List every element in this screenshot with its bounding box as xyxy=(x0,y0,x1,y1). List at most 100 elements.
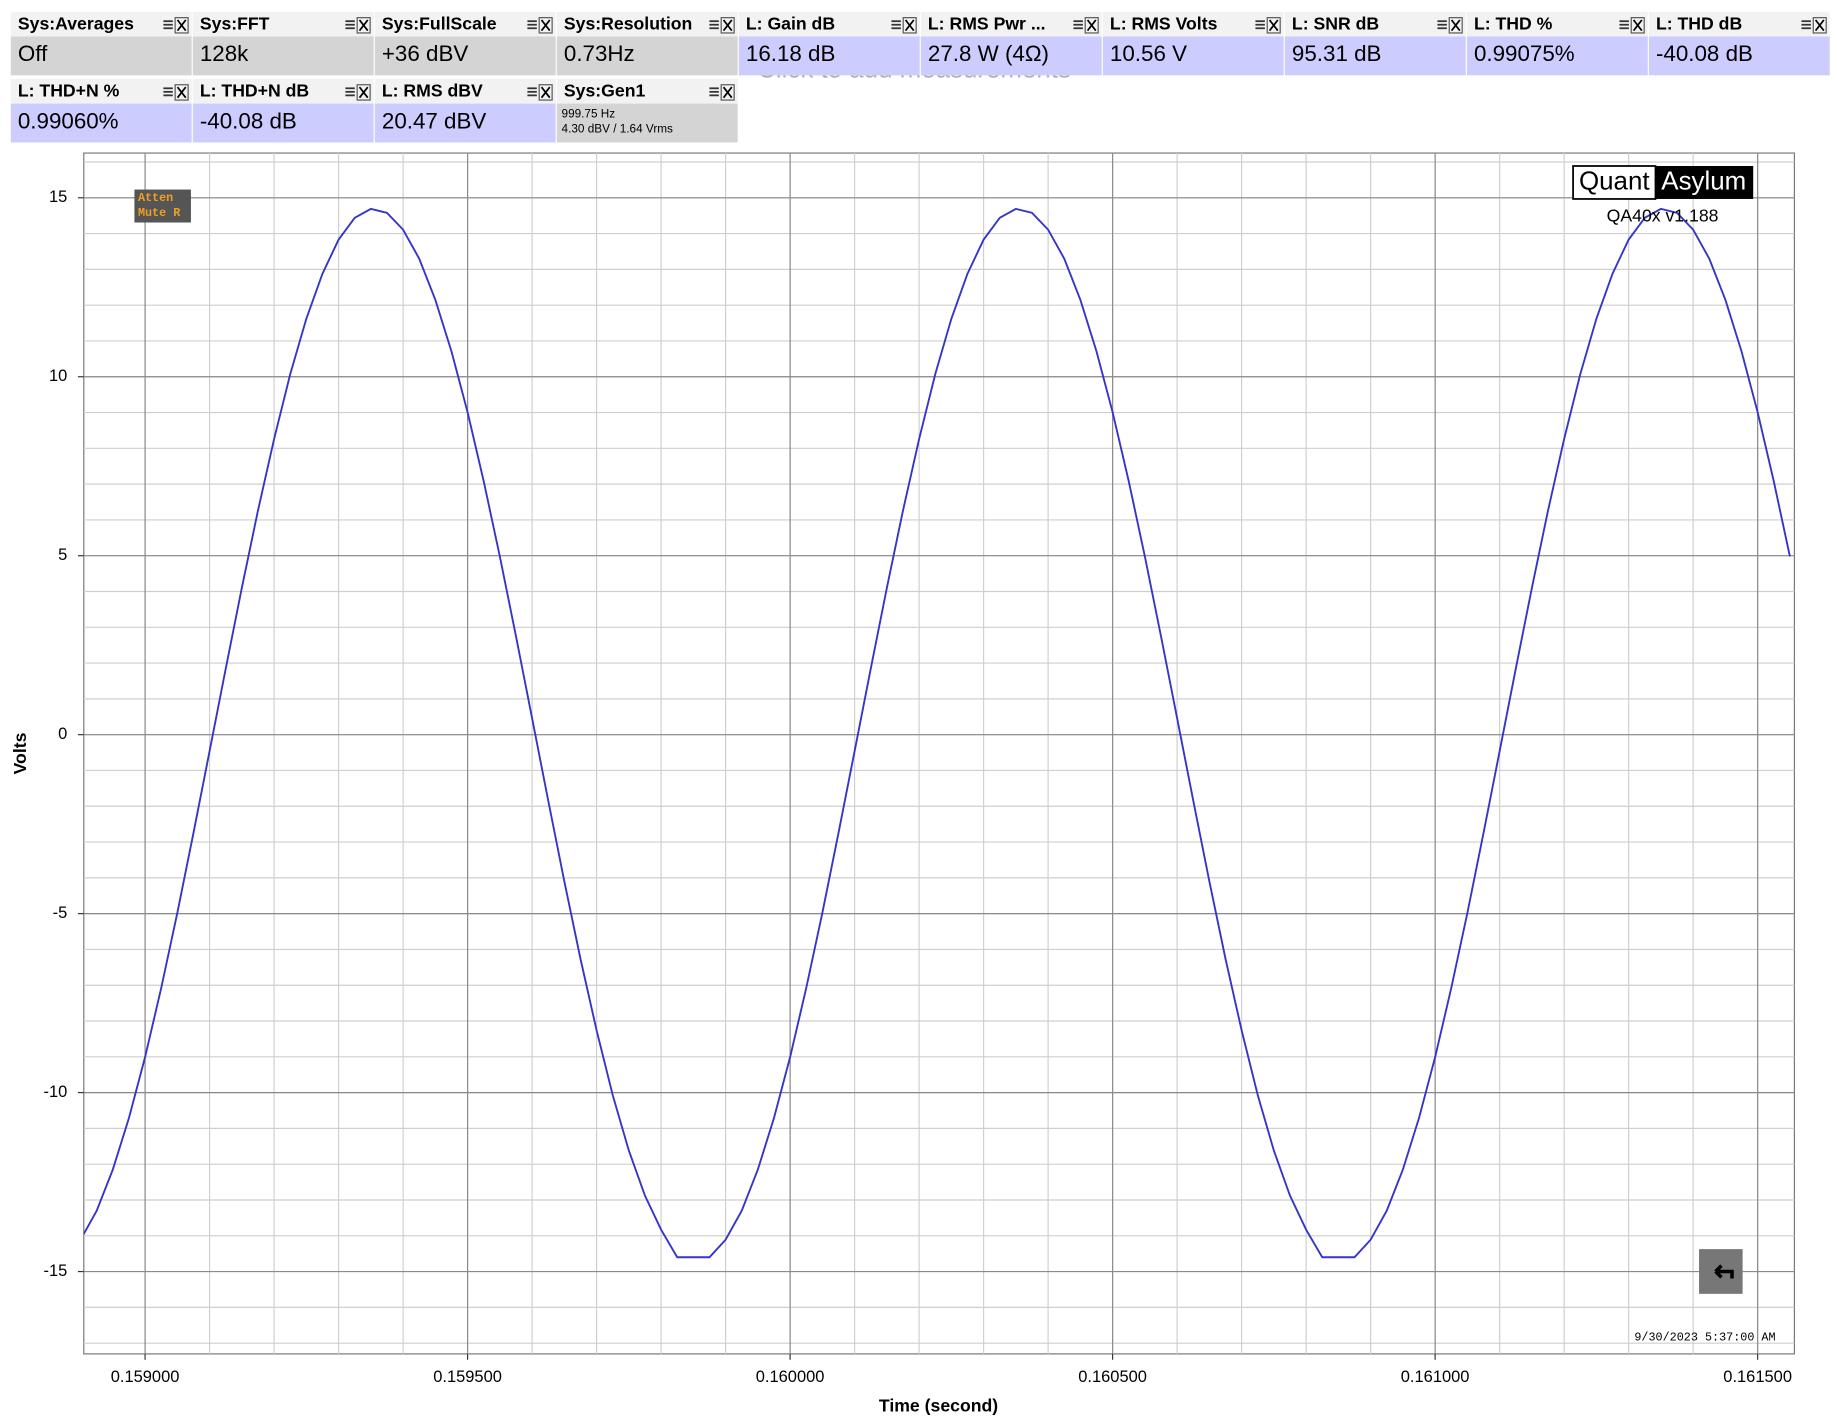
x-tick-label: 0.161000 xyxy=(1401,1368,1470,1386)
tile-header xyxy=(1102,11,1284,37)
measurement-tiles: Sys:Averages Off Sys:FFT 128k Sys:FullScale +… xyxy=(10,11,1830,143)
x-tick-label: 0.160000 xyxy=(756,1368,825,1386)
tile-value: 27.8 W (4Ω) xyxy=(928,41,1049,66)
y-tick-label: 10 xyxy=(49,367,67,385)
tile-header xyxy=(192,78,374,104)
tile-header xyxy=(556,11,738,37)
measurement-tile[interactable]: L: THD dB -40.08 dB xyxy=(1648,11,1830,76)
x-tick-label: 0.159000 xyxy=(111,1368,180,1386)
measurement-tile[interactable]: L: Gain dB 16.18 dB xyxy=(738,11,920,76)
measurement-tile[interactable]: Sys:Gen1 999.75 Hz 4.30 dBV / 1.64 Vrms xyxy=(556,78,738,143)
tile-value-bg xyxy=(10,103,192,143)
timestamp: 9/30/2023 5:37:00 AM xyxy=(1634,1331,1775,1345)
tile-value: -40.08 dB xyxy=(1656,41,1753,66)
close-x xyxy=(722,19,733,32)
measurement-tile[interactable]: L: SNR dB 95.31 dB xyxy=(1284,11,1466,76)
x-tick-label: 0.160500 xyxy=(1078,1368,1147,1386)
tile-header xyxy=(1648,11,1830,37)
close-icon xyxy=(720,17,735,34)
brand-right-box xyxy=(1655,165,1754,199)
measurement-tile[interactable]: L: RMS Volts 10.56 V xyxy=(1102,11,1284,76)
tile-value: 10.56 V xyxy=(1110,41,1187,66)
close-x xyxy=(1450,19,1461,32)
tile-value-bg xyxy=(1284,36,1466,76)
close-x xyxy=(540,86,551,99)
measurement-tile[interactable]: L: RMS Pwr ... 27.8 W (4Ω) xyxy=(920,11,1102,76)
tile-title: Sys:FFT xyxy=(200,13,270,33)
y-tick-label: 5 xyxy=(58,546,67,564)
tile-value-bg xyxy=(10,36,192,76)
tile-value-bg xyxy=(1466,36,1648,76)
close-icon xyxy=(1630,17,1645,34)
tile-title: L: THD+N dB xyxy=(200,80,309,100)
close-icon xyxy=(356,84,371,101)
tile-value-bg xyxy=(1102,36,1284,76)
close-x xyxy=(1086,19,1097,32)
tile-value: 95.31 dB xyxy=(1292,41,1382,66)
tile-title: L: THD dB xyxy=(1656,13,1742,33)
plot-area xyxy=(83,152,1795,1355)
tile-value-bg xyxy=(374,36,556,76)
version: QA40x v1.188 xyxy=(1607,205,1719,225)
x-tick-label: 0.159500 xyxy=(433,1368,502,1386)
measurement-tile[interactable]: Sys:Resolution 0.73Hz xyxy=(556,11,738,76)
tile-value: +36 dBV xyxy=(382,41,468,66)
tile-title: Sys:Averages xyxy=(18,13,134,33)
measurement-tile[interactable]: L: THD % 0.99075% xyxy=(1466,11,1648,76)
measurement-tile[interactable]: Sys:FullScale +36 dBV xyxy=(374,11,556,76)
y-axis-label: Volts xyxy=(10,732,30,774)
measurement-tile[interactable]: L: RMS dBV 20.47 dBV xyxy=(374,78,556,143)
close-x xyxy=(1632,19,1643,32)
close-x xyxy=(904,19,915,32)
measurement-tile[interactable]: L: THD+N dB -40.08 dB xyxy=(192,78,374,143)
tile-header xyxy=(374,11,556,37)
close-icon xyxy=(1448,17,1463,34)
x-tick-label: 0.161500 xyxy=(1723,1368,1792,1386)
tile-value: 16.18 dB xyxy=(746,41,836,66)
tile-title: L: Gain dB xyxy=(746,13,835,33)
signal-trace xyxy=(83,207,1791,1259)
tile-value: 0.73Hz xyxy=(564,41,635,66)
y-tick-label: -10 xyxy=(44,1083,68,1101)
badge-mute: Mute R xyxy=(138,206,181,220)
measurement-tile[interactable]: Sys:Averages Off xyxy=(10,11,192,76)
tile-value-bg xyxy=(556,36,738,76)
tile-title: L: SNR dB xyxy=(1292,13,1379,33)
measurement-tile[interactable]: L: THD+N % 0.99060% xyxy=(10,78,192,143)
back-button[interactable] xyxy=(1699,1249,1743,1294)
back-arrow[interactable] xyxy=(1714,1264,1734,1279)
y-tick-label: 15 xyxy=(49,188,67,206)
tile-title: Sys:FullScale xyxy=(382,13,497,33)
plot-lines xyxy=(83,207,1791,1259)
close-x xyxy=(358,19,369,32)
tile-value-bg xyxy=(192,103,374,143)
tile-value-bg xyxy=(1648,36,1830,76)
tile-value: 128k xyxy=(200,41,249,66)
close-x xyxy=(1268,19,1279,32)
tile-value: 0.99060% xyxy=(18,108,119,133)
brand-left-box xyxy=(1572,165,1657,200)
tile-header xyxy=(556,78,738,104)
tile-header xyxy=(738,11,920,37)
close-icon xyxy=(720,84,735,101)
tile-value-bg xyxy=(556,103,738,143)
tile-header xyxy=(1284,11,1466,37)
tile-value: 0.99075% xyxy=(1474,41,1575,66)
axes: 0.159000 0.159500 0.160000 0.160500 0.161000… xyxy=(44,188,1792,1386)
measurement-tile[interactable]: Sys:FFT 128k xyxy=(192,11,374,76)
tile-header xyxy=(374,78,556,104)
close-x xyxy=(540,19,551,32)
tile-line: 4.30 dBV / 1.64 Vrms xyxy=(562,123,674,136)
tile-value-bg xyxy=(738,36,920,76)
close-x xyxy=(358,86,369,99)
badge-atten: Atten xyxy=(138,191,173,205)
tile-title: Sys:Gen1 xyxy=(564,80,646,100)
tile-title: Sys:Resolution xyxy=(564,13,692,33)
tile-header xyxy=(10,78,192,104)
y-tick-label: -5 xyxy=(53,904,68,922)
tile-value-bg xyxy=(374,103,556,143)
close-x xyxy=(176,19,187,32)
close-icon xyxy=(174,17,189,34)
close-icon xyxy=(1266,17,1281,34)
status-badge xyxy=(134,189,191,223)
